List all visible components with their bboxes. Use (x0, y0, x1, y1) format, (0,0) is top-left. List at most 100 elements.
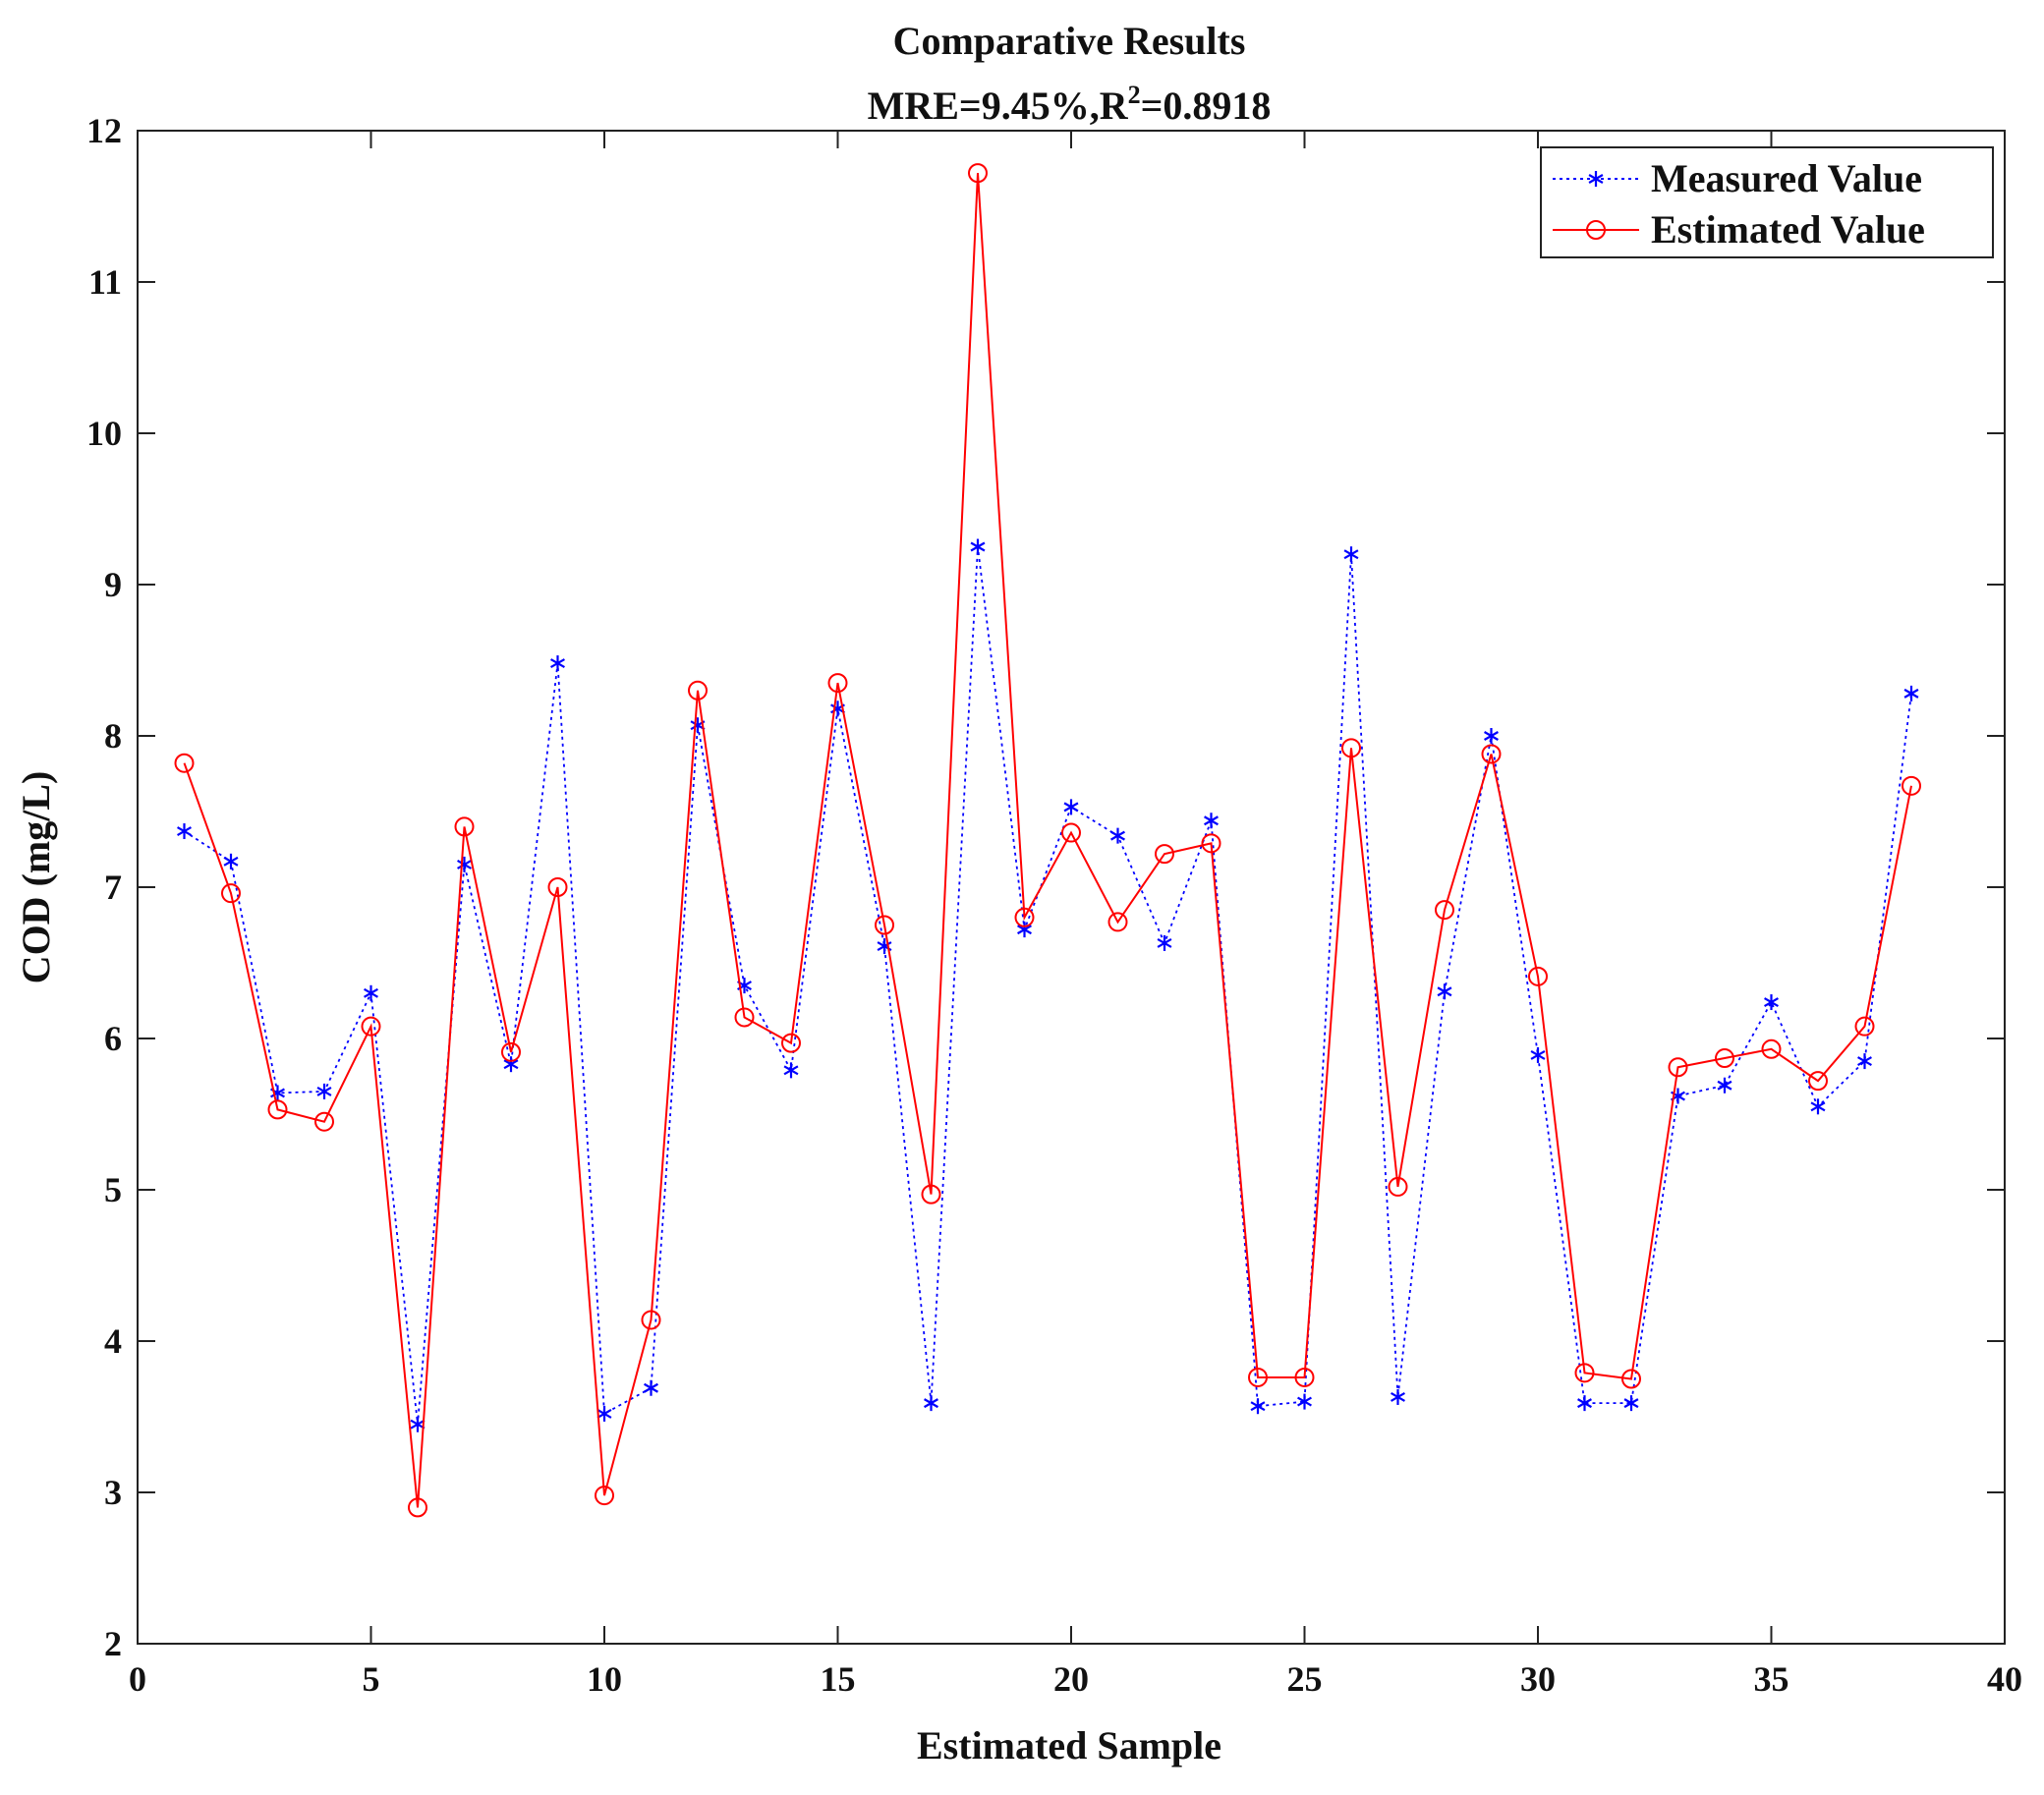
point-measured-value (1764, 994, 1779, 1011)
point-estimated-value (641, 1310, 661, 1330)
point-measured-value (1623, 1395, 1639, 1412)
series-line-measured-value (184, 546, 1912, 1425)
legend-box (1540, 146, 1994, 258)
y-tick-label: 2 (104, 1624, 122, 1663)
x-tick-label: 0 (129, 1659, 146, 1699)
y-axis-title: COD (mg/L) (14, 771, 58, 984)
y-tick-label: 5 (104, 1170, 122, 1209)
point-estimated-value (1621, 1369, 1641, 1389)
point-measured-value (550, 655, 565, 672)
subtitle-suffix: =0.8918 (1141, 84, 1272, 128)
point-measured-value (364, 984, 378, 1001)
point-estimated-value (454, 816, 475, 837)
point-measured-value (457, 856, 472, 872)
legend-marker-measured-value (1588, 171, 1604, 187)
point-estimated-value (1481, 744, 1502, 764)
point-measured-value (1343, 546, 1359, 563)
point-measured-value (410, 1416, 426, 1432)
point-estimated-value (408, 1497, 427, 1518)
x-tick-label: 10 (587, 1659, 622, 1699)
point-estimated-value (595, 1486, 614, 1506)
point-measured-value (1530, 1046, 1546, 1063)
point-measured-value (1204, 813, 1219, 829)
point-measured-value (1484, 728, 1499, 744)
point-estimated-value (547, 877, 568, 897)
point-estimated-value (734, 1007, 755, 1028)
point-estimated-value (781, 1033, 801, 1053)
point-measured-value (1857, 1053, 1872, 1070)
point-estimated-value (1528, 966, 1548, 986)
point-estimated-value (827, 673, 848, 694)
point-measured-value (503, 1056, 519, 1073)
y-tick-label: 7 (104, 868, 122, 907)
point-estimated-value (1808, 1071, 1828, 1092)
point-measured-value (177, 823, 192, 840)
point-estimated-value (1854, 1016, 1875, 1037)
legend-label-measured-value: Measured Value (1651, 156, 1922, 200)
x-tick-label: 35 (1754, 1659, 1789, 1699)
plot-area: 0 5 10 15 20 25 30 35 40 2 3 4 5 6 7 8 9 10 11 12 Measured V… (86, 111, 2022, 1699)
point-estimated-value (1248, 1367, 1268, 1387)
point-estimated-value (1341, 738, 1361, 758)
point-measured-value (223, 853, 239, 869)
point-estimated-value (1715, 1048, 1734, 1069)
point-measured-value (1063, 799, 1079, 815)
point-estimated-value (1668, 1057, 1688, 1078)
y-tick-label: 10 (86, 414, 122, 453)
point-estimated-value (968, 163, 988, 184)
point-estimated-value (174, 753, 195, 773)
point-measured-value (316, 1083, 332, 1099)
x-tick-label: 20 (1053, 1659, 1089, 1699)
point-measured-value (1903, 685, 1919, 701)
legend-marker-estimated-value (1586, 220, 1606, 240)
x-tick-label: 30 (1520, 1659, 1556, 1699)
x-axis-title: Estimated Sample (917, 1723, 1221, 1767)
subtitle-prefix: MRE=9.45%,R (868, 84, 1129, 128)
x-tick-label: 25 (1287, 1659, 1323, 1699)
point-measured-value (783, 1062, 799, 1079)
point-measured-value (1157, 934, 1172, 951)
series-line-estimated-value (183, 173, 1912, 1508)
point-estimated-value (1388, 1176, 1408, 1197)
x-tick-label: 5 (363, 1659, 380, 1699)
point-estimated-value (1902, 775, 1921, 796)
y-tick-label: 12 (86, 111, 122, 150)
point-estimated-value (1014, 907, 1035, 927)
point-estimated-value (1435, 900, 1454, 921)
point-estimated-value (1761, 1038, 1782, 1059)
point-estimated-value (1201, 833, 1221, 854)
point-estimated-value (501, 1041, 521, 1062)
x-tick-label: 15 (821, 1659, 856, 1699)
y-tick-label: 9 (104, 565, 122, 604)
point-measured-value (1250, 1398, 1266, 1415)
point-estimated-value (1107, 912, 1128, 932)
point-measured-value (1437, 983, 1452, 1000)
point-measured-value (1810, 1098, 1826, 1115)
y-tick-label: 3 (104, 1473, 122, 1512)
point-measured-value (1017, 922, 1032, 938)
point-estimated-value (1294, 1367, 1315, 1387)
point-estimated-value (221, 883, 241, 904)
point-estimated-value (1061, 822, 1081, 843)
y-tick-label: 8 (104, 716, 122, 756)
point-measured-value (1577, 1395, 1592, 1412)
point-measured-value (1717, 1077, 1732, 1094)
y-tick-label: 4 (104, 1321, 122, 1361)
subtitle-superscript: 2 (1128, 81, 1141, 109)
point-measured-value (970, 538, 986, 555)
y-tick-label: 6 (104, 1019, 122, 1058)
point-measured-value (644, 1379, 658, 1396)
point-measured-value (1391, 1388, 1405, 1405)
point-measured-value (924, 1395, 938, 1412)
chart-subtitle: MRE=9.45%,R2=0.8918 (868, 81, 1272, 128)
chart-title: Comparative Results (893, 19, 1246, 63)
point-estimated-value (1574, 1363, 1595, 1383)
point-estimated-value (921, 1184, 941, 1205)
point-measured-value (596, 1405, 612, 1422)
point-estimated-value (875, 915, 894, 935)
point-estimated-value (267, 1099, 288, 1120)
point-estimated-value (688, 680, 708, 701)
legend-label-estimated-value: Estimated Value (1651, 207, 1925, 252)
x-tick-label: 40 (1987, 1659, 2022, 1699)
